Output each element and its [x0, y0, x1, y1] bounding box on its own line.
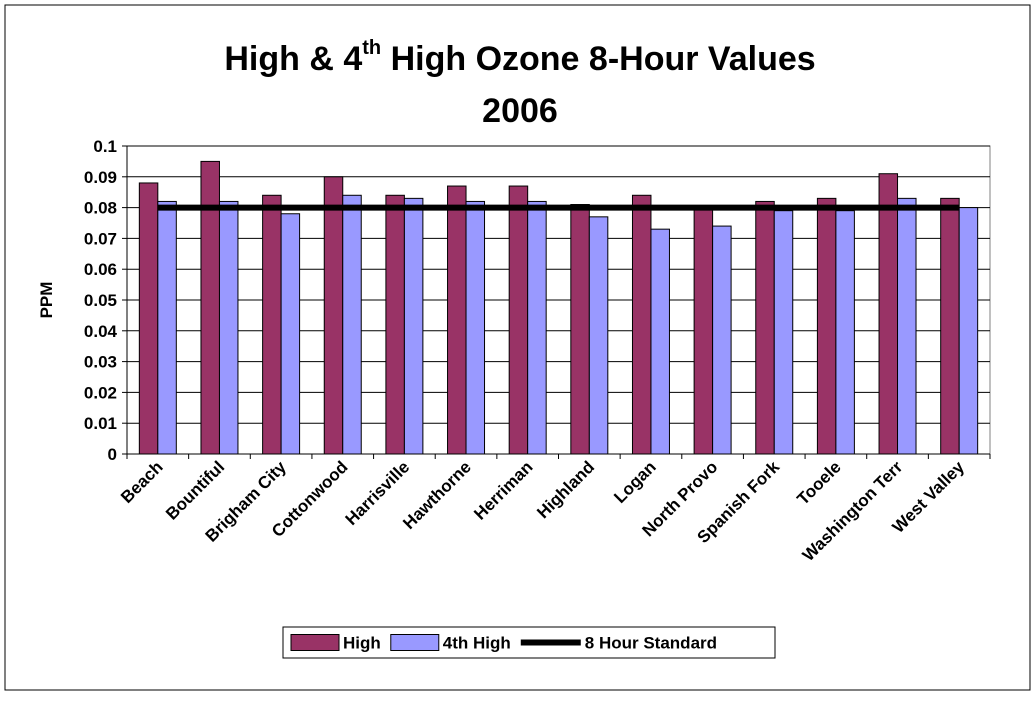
y-tick-label: 0.1	[93, 137, 117, 156]
bar	[773, 210, 794, 455]
bar	[342, 194, 362, 455]
y-tick-label: 0	[108, 445, 117, 464]
bar	[897, 197, 917, 455]
bar	[816, 197, 837, 455]
chart-title: High & 4th High Ozone 8-Hour Values	[224, 37, 815, 78]
legend-label: 8 Hour Standard	[585, 634, 717, 653]
bar	[570, 204, 590, 455]
legend-label: 4th High	[443, 634, 511, 653]
title-part: High & 4	[224, 40, 362, 78]
bar	[403, 197, 424, 455]
bar	[323, 176, 344, 455]
bar	[508, 185, 529, 455]
legend: High 4th High 8 Hour Standard	[282, 626, 776, 659]
y-axis-label: PPM	[37, 282, 56, 319]
bar	[755, 200, 775, 455]
bar	[447, 185, 467, 455]
bar	[138, 182, 159, 455]
bar	[280, 213, 301, 455]
y-tick-label: 0.03	[84, 353, 117, 372]
bar	[631, 194, 652, 455]
y-tick-label: 0.07	[84, 229, 117, 248]
bar	[218, 200, 239, 455]
bar	[835, 210, 855, 455]
bar	[157, 200, 177, 455]
y-tick-label: 0.02	[84, 383, 117, 402]
y-tick-label: 0.09	[84, 168, 117, 187]
bar	[958, 207, 979, 455]
bar	[650, 228, 670, 455]
bar	[712, 225, 732, 455]
legend-swatch	[290, 634, 340, 651]
chart-subtitle: 2006	[482, 92, 558, 130]
legend-swatch	[390, 634, 440, 651]
bar	[262, 194, 282, 455]
y-tick-label: 0.04	[84, 322, 118, 341]
bar	[465, 200, 486, 455]
bar	[940, 197, 960, 455]
title-part: High Ozone 8-Hour Values	[381, 40, 816, 78]
title-sup: th	[362, 37, 381, 59]
bar	[693, 207, 714, 455]
y-tick-label: 0.08	[84, 199, 117, 218]
bar	[878, 173, 899, 455]
legend-label: High	[343, 634, 381, 653]
bar	[527, 200, 547, 455]
bar	[588, 216, 609, 455]
y-tick-label: 0.05	[84, 291, 117, 310]
bar	[385, 194, 405, 455]
y-tick-label: 0.01	[84, 414, 117, 433]
y-tick-label: 0.06	[84, 260, 117, 279]
